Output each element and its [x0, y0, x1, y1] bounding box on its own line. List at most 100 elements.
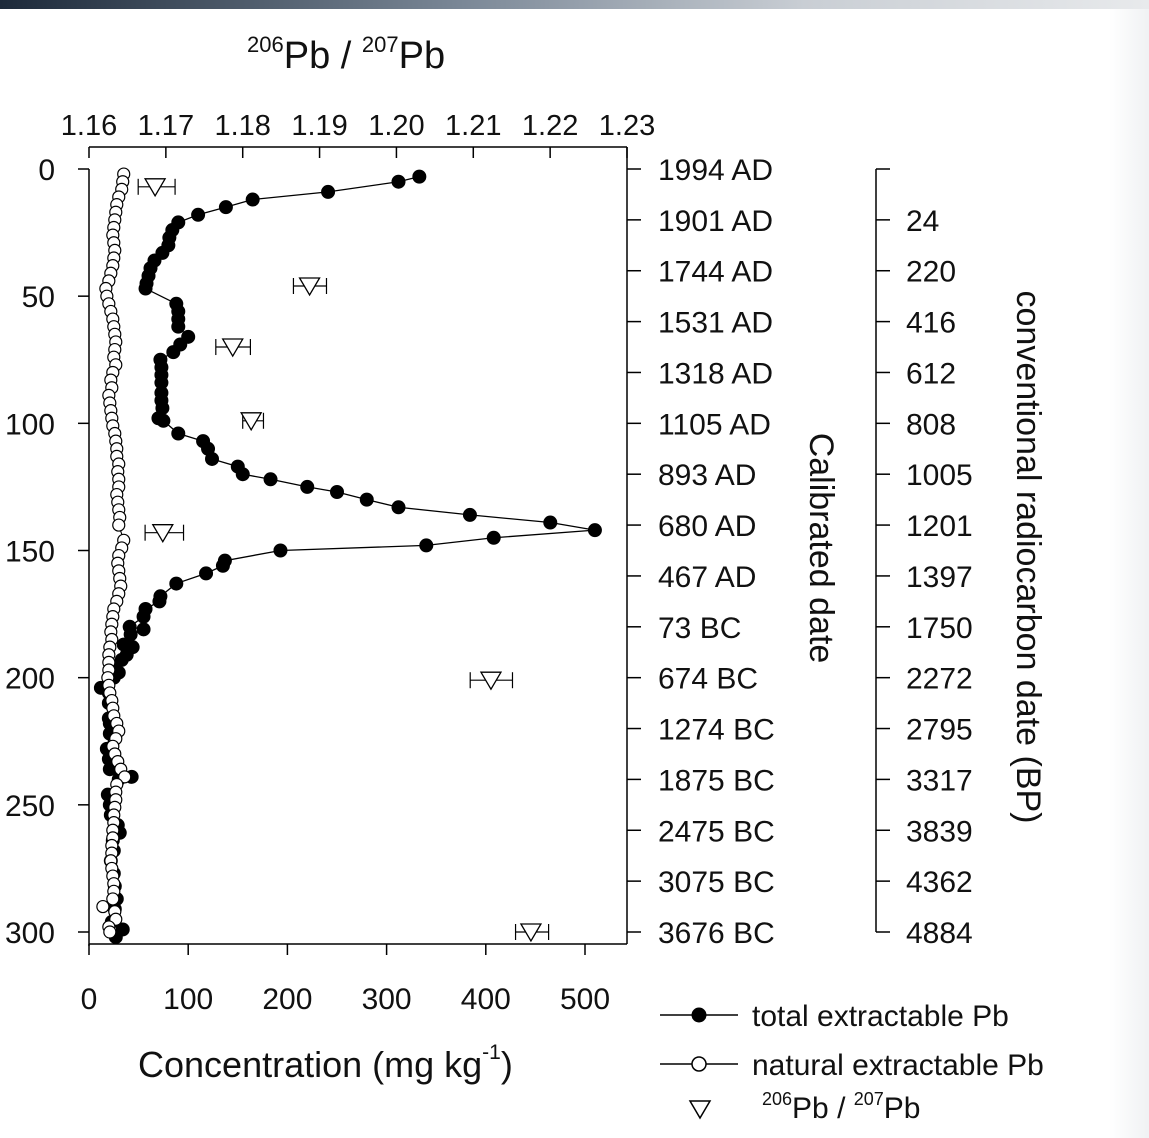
total-pb-point — [166, 345, 181, 360]
total-pb-point — [156, 413, 171, 428]
calibrated-tick-label: 2475 BC — [658, 815, 775, 848]
total-pb-point — [171, 426, 186, 441]
series-pb-ratio — [137, 178, 550, 943]
window-right-edge — [1109, 9, 1149, 1138]
natural-pb-point — [103, 925, 117, 939]
radiocarbon-axis-label: conventional radiocarbon date (BP) — [1009, 291, 1047, 824]
total-pb-point — [136, 622, 151, 637]
total-pb-point — [462, 507, 477, 522]
calibrated-tick-label: 674 BC — [658, 663, 758, 696]
natural-pb-point — [112, 518, 126, 532]
calibrated-tick-label: 1901 AD — [658, 205, 773, 238]
legend-ratio-text2: Pb — [884, 1092, 921, 1125]
ratio-tick-label: 1.20 — [368, 110, 424, 142]
concentration-axis-label: Concentration (mg kg-1) — [138, 1041, 513, 1085]
axes-frame — [88, 146, 877, 946]
legend-ratio-sup1: 206 — [762, 1089, 792, 1109]
total-pb-point — [169, 576, 184, 591]
ratio-point — [143, 178, 167, 198]
total-pb-point — [136, 609, 151, 624]
ratio-title-sup1: 206 — [247, 32, 284, 57]
radiocarbon-tick-label: 2272 — [906, 663, 973, 696]
total-pb-point — [171, 319, 186, 334]
total-pb-point — [391, 174, 406, 189]
total-pb-point — [215, 558, 230, 573]
total-pb-point — [391, 500, 406, 515]
legend-marker-total — [691, 1007, 707, 1023]
ratio-tick-label: 1.18 — [214, 110, 270, 142]
total-pb-point — [321, 184, 336, 199]
legend-item-ratio: 206Pb / 207Pb — [688, 1089, 921, 1125]
total-pb-point — [359, 492, 374, 507]
total-pb-point — [138, 281, 153, 296]
window-top-bar — [0, 0, 1149, 9]
ratio-point — [519, 923, 543, 943]
radiocarbon-tick-label: 808 — [906, 408, 956, 441]
concentration-tick-label: 300 — [362, 983, 412, 1016]
radiocarbon-tick-label: 1005 — [906, 459, 973, 492]
concentration-label-exp: -1 — [482, 1041, 501, 1064]
concentration-label-end: ) — [501, 1044, 513, 1085]
total-pb-point — [235, 467, 250, 482]
radiocarbon-tick-label: 3839 — [906, 815, 973, 848]
legend-label-ratio: 206Pb / 207Pb — [762, 1089, 921, 1125]
total-pb-point — [199, 566, 214, 581]
calibrated-tick-label: 3075 BC — [658, 866, 775, 899]
total-pb-point — [191, 207, 206, 222]
radiocarbon-tick-label: 1201 — [906, 510, 973, 543]
depth-tick-label: 200 — [5, 663, 55, 696]
total-pb-point — [263, 472, 278, 487]
series-natural-extractable-pb — [96, 167, 132, 939]
calibrated-tick-label: 1875 BC — [658, 764, 775, 797]
natural-pb-point — [106, 892, 120, 906]
concentration-ticks: 0 100 200 300 400 500 — [81, 944, 610, 1016]
radiocarbon-tick-label: 3317 — [906, 764, 973, 797]
radiocarbon-tick-label: 1750 — [906, 612, 973, 645]
ratio-title-text1: Pb / — [284, 35, 362, 77]
concentration-tick-label: 200 — [262, 983, 312, 1016]
concentration-tick-label: 100 — [163, 983, 213, 1016]
radiocarbon-ticks: 24 220 416 612 808 1005 1201 1397 1750 2272 2795 33… — [876, 168, 973, 950]
legend-ratio-text1: Pb / — [792, 1092, 854, 1125]
calibrated-tick-label: 680 AD — [658, 510, 756, 543]
ratio-tick-label: 1.22 — [522, 110, 578, 142]
total-pb-point — [412, 169, 427, 184]
radiocarbon-tick-label: 2795 — [906, 714, 973, 747]
calibrated-tick-label: 467 AD — [658, 561, 756, 594]
depth-tick-label: 0 — [38, 154, 55, 187]
calibrated-date-ticks: 1994 AD 1901 AD 1744 AD 1531 AD 1318 AD 1105 … — [627, 154, 775, 950]
calibrated-tick-label: 893 AD — [658, 459, 756, 492]
radiocarbon-tick-label: 4362 — [906, 866, 973, 899]
legend-label-total: total extractable Pb — [752, 1000, 1009, 1033]
legend-item-total: total extractable Pb — [660, 1000, 1009, 1033]
calibrated-tick-label: 1318 AD — [658, 357, 773, 390]
depth-tick-label: 300 — [5, 917, 55, 950]
concentration-tick-label: 500 — [560, 983, 610, 1016]
radiocarbon-tick-label: 24 — [906, 205, 939, 238]
ratio-title-text2: Pb — [399, 35, 445, 77]
calibrated-tick-label: 3676 BC — [658, 917, 775, 950]
ratio-tick-label: 1.19 — [291, 110, 347, 142]
ratio-tick-label: 1.23 — [599, 110, 655, 142]
ratio-point — [151, 524, 174, 543]
concentration-tick-label: 400 — [461, 983, 511, 1016]
legend-item-natural: natural extractable Pb — [660, 1049, 1044, 1082]
total-pb-point — [300, 479, 315, 494]
legend: total extractable Pb natural extractable… — [660, 1000, 1044, 1125]
ratio-tick-label: 1.17 — [138, 110, 194, 142]
total-pb-point — [486, 530, 501, 545]
legend-marker-ratio — [688, 1100, 712, 1120]
legend-marker-natural — [691, 1056, 707, 1072]
ratio-point — [479, 671, 503, 691]
total-pb-point — [543, 515, 558, 530]
calibrated-tick-label: 1994 AD — [658, 154, 773, 187]
radiocarbon-tick-label: 612 — [906, 357, 956, 390]
natural-pb-point — [96, 899, 110, 914]
depth-ticks: 0 50 100 150 200 250 300 — [5, 154, 89, 950]
calibrated-tick-label: 73 BC — [658, 612, 741, 645]
total-pb-point — [245, 192, 260, 207]
calibrated-tick-label: 1105 AD — [658, 408, 771, 441]
depth-tick-label: 50 — [22, 281, 55, 314]
